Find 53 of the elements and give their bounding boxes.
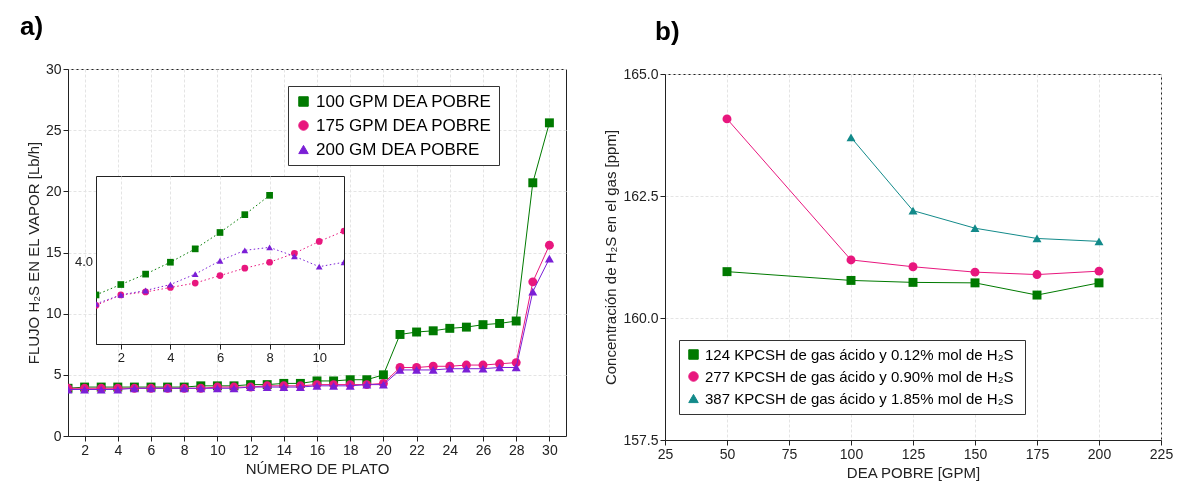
x-tick-label: 125 (901, 445, 926, 462)
x-tick-label: 2 (117, 349, 125, 365)
legend-label: 277 KPCSH de gas ácido y 0.90% mol de H₂S (705, 367, 1014, 385)
x-tick-label: 200 (1087, 445, 1112, 462)
y-axis-title: FLUJO H₂S EN EL VAPOR [Lb/h] (24, 141, 42, 365)
x-tick-label: 4 (114, 441, 123, 458)
y-tick-label: 165.0 (623, 65, 659, 82)
x-tick-label: 24 (442, 441, 459, 458)
x-tick-label: 12 (243, 441, 260, 458)
x-tick-label: 25 (657, 445, 674, 462)
x-tick-label: 50 (719, 445, 736, 462)
legend-label: 175 GPM DEA POBRE (316, 115, 491, 135)
x-tick-label: 10 (312, 349, 327, 365)
y-tick-label: 160.0 (623, 309, 659, 326)
x-tick-label: 6 (216, 349, 225, 365)
y-tick-label: 162.5 (623, 187, 659, 204)
x-tick-label: 175 (1025, 445, 1050, 462)
y-tick-label: 0 (53, 427, 62, 444)
y-tick-label: 20 (45, 182, 62, 199)
chart-title: b) (655, 16, 680, 46)
x-axis-title: NÚMERO DE PLATO (245, 459, 390, 477)
x-tick-label: 150 (963, 445, 988, 462)
x-tick-label: 16 (309, 441, 326, 458)
x-tick-label: 8 (180, 441, 189, 458)
legend-label: 387 KPCSH de gas ácido y 1.85% mol de H₂S (705, 389, 1014, 407)
x-tick-label: 26 (475, 441, 492, 458)
x-tick-label: 6 (147, 441, 156, 458)
x-tick-label: 75 (781, 445, 798, 462)
y-tick-label: 15 (45, 244, 62, 260)
legend-label: 124 KPCSH de gas ácido y 0.12% mol de H₂S (705, 345, 1014, 363)
y-tick-label: 10 (45, 305, 62, 322)
x-tick-label: 18 (342, 441, 359, 458)
x-tick-label: 20 (376, 441, 392, 458)
y-tick-label: 157.5 (623, 431, 659, 448)
x-tick-label: 14 (276, 441, 293, 458)
x-tick-label: 10 (210, 441, 226, 458)
x-tick-label: 8 (266, 349, 274, 365)
x-tick-label: 30 (542, 441, 558, 458)
x-axis-title: DEA POBRE [GPM] (846, 463, 981, 481)
annotation: 4.0 (74, 253, 93, 269)
x-tick-label: 2 (81, 441, 90, 458)
y-tick-label: 5 (53, 366, 62, 383)
legend-label: 200 GM DEA POBRE (316, 139, 480, 159)
y-axis-title: Concentración de H₂S en el gas [ppm] (602, 129, 620, 386)
x-tick-label: 100 (839, 445, 864, 462)
x-tick-label: 22 (409, 441, 426, 458)
y-tick-label: 30 (45, 60, 62, 77)
chart-title: a) (20, 11, 44, 41)
y-tick-label: 25 (45, 121, 62, 138)
x-tick-label: 28 (508, 441, 525, 458)
legend-label: 100 GPM DEA POBRE (316, 91, 491, 111)
x-tick-label: 4 (167, 349, 175, 365)
x-tick-label: 225 (1149, 445, 1174, 462)
